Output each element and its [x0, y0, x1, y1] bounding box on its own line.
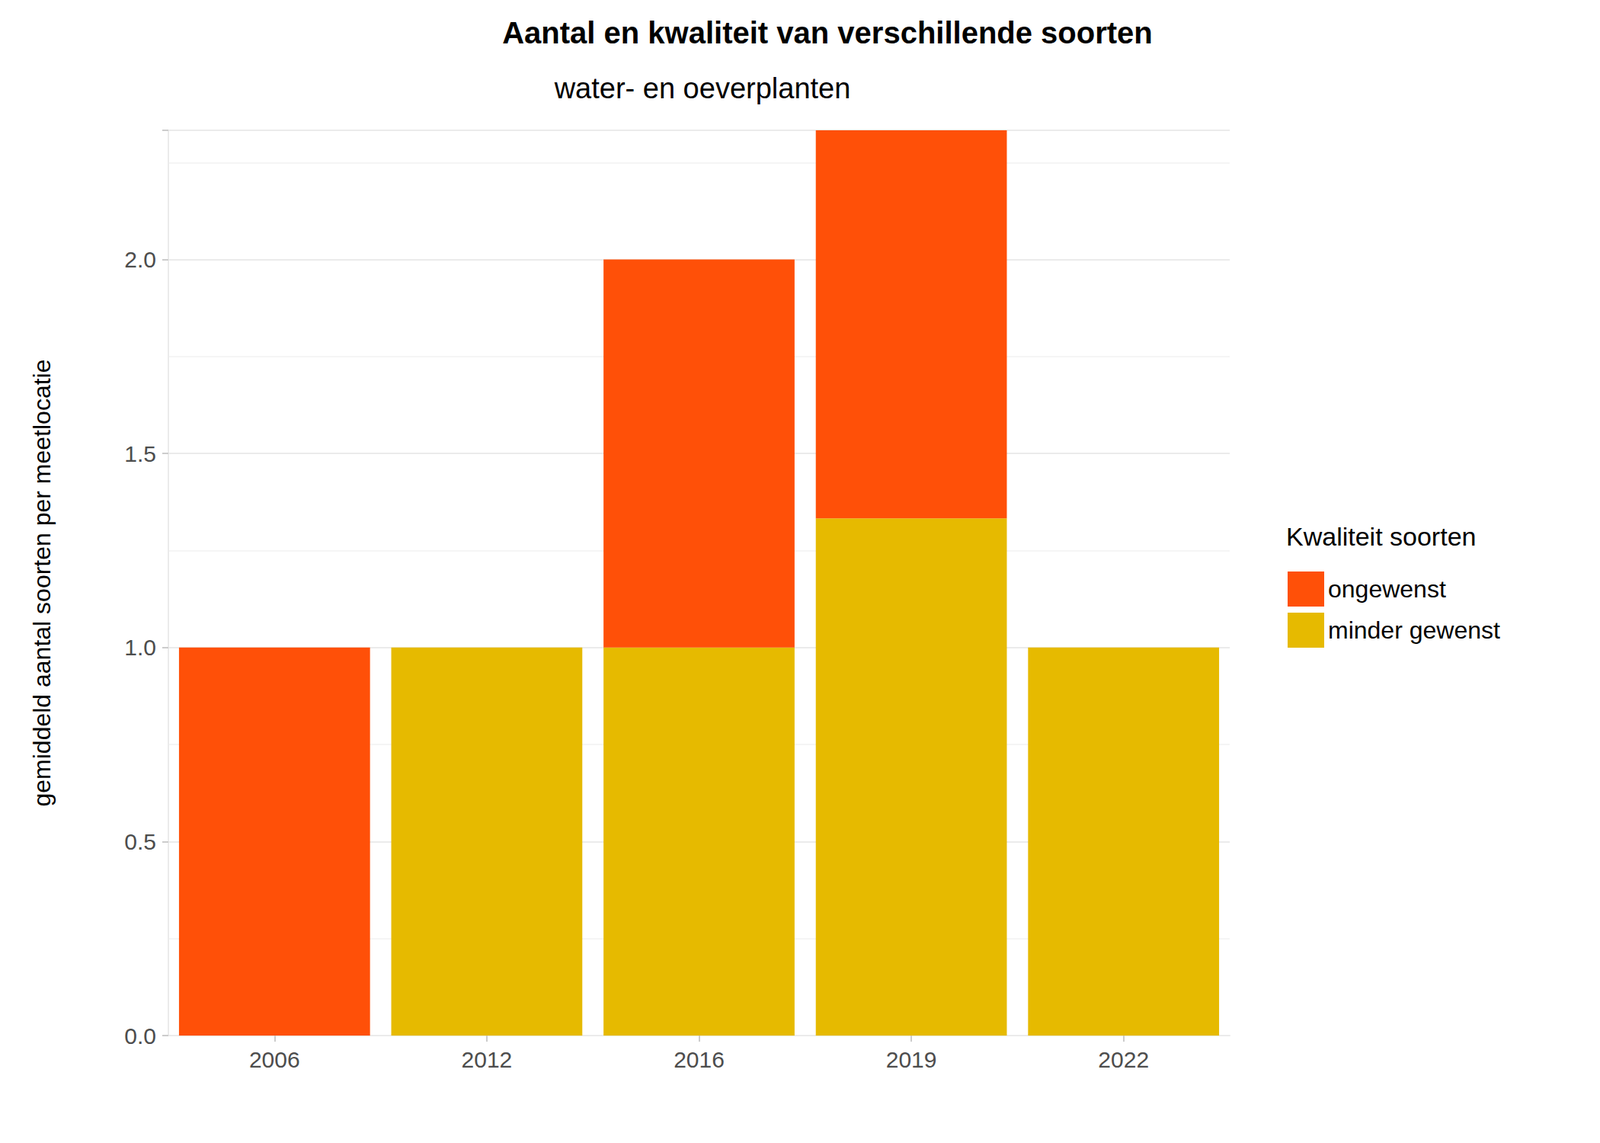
svg-text:gemiddeld aantal soorten per m: gemiddeld aantal soorten per meetlocatie: [28, 358, 56, 807]
svg-text:Aantal en kwaliteit van versch: Aantal en kwaliteit van verschillende so…: [502, 16, 1153, 50]
svg-text:2012: 2012: [461, 1046, 513, 1072]
svg-text:0.5: 0.5: [124, 828, 157, 855]
svg-text:Kwaliteit soorten: Kwaliteit soorten: [1286, 521, 1476, 551]
svg-text:2016: 2016: [673, 1046, 725, 1072]
svg-text:0.0: 0.0: [124, 1023, 157, 1049]
svg-text:2.0: 2.0: [124, 246, 157, 272]
svg-text:ongewenst: ongewenst: [1328, 575, 1447, 603]
svg-text:minder gewenst: minder gewenst: [1328, 616, 1501, 644]
svg-text:2006: 2006: [249, 1046, 301, 1072]
svg-text:1.5: 1.5: [124, 441, 157, 467]
svg-text:2022: 2022: [1097, 1046, 1149, 1072]
svg-text:water- en oeverplanten: water- en oeverplanten: [553, 72, 852, 105]
svg-text:2019: 2019: [886, 1046, 938, 1072]
svg-text:1.0: 1.0: [124, 634, 157, 660]
